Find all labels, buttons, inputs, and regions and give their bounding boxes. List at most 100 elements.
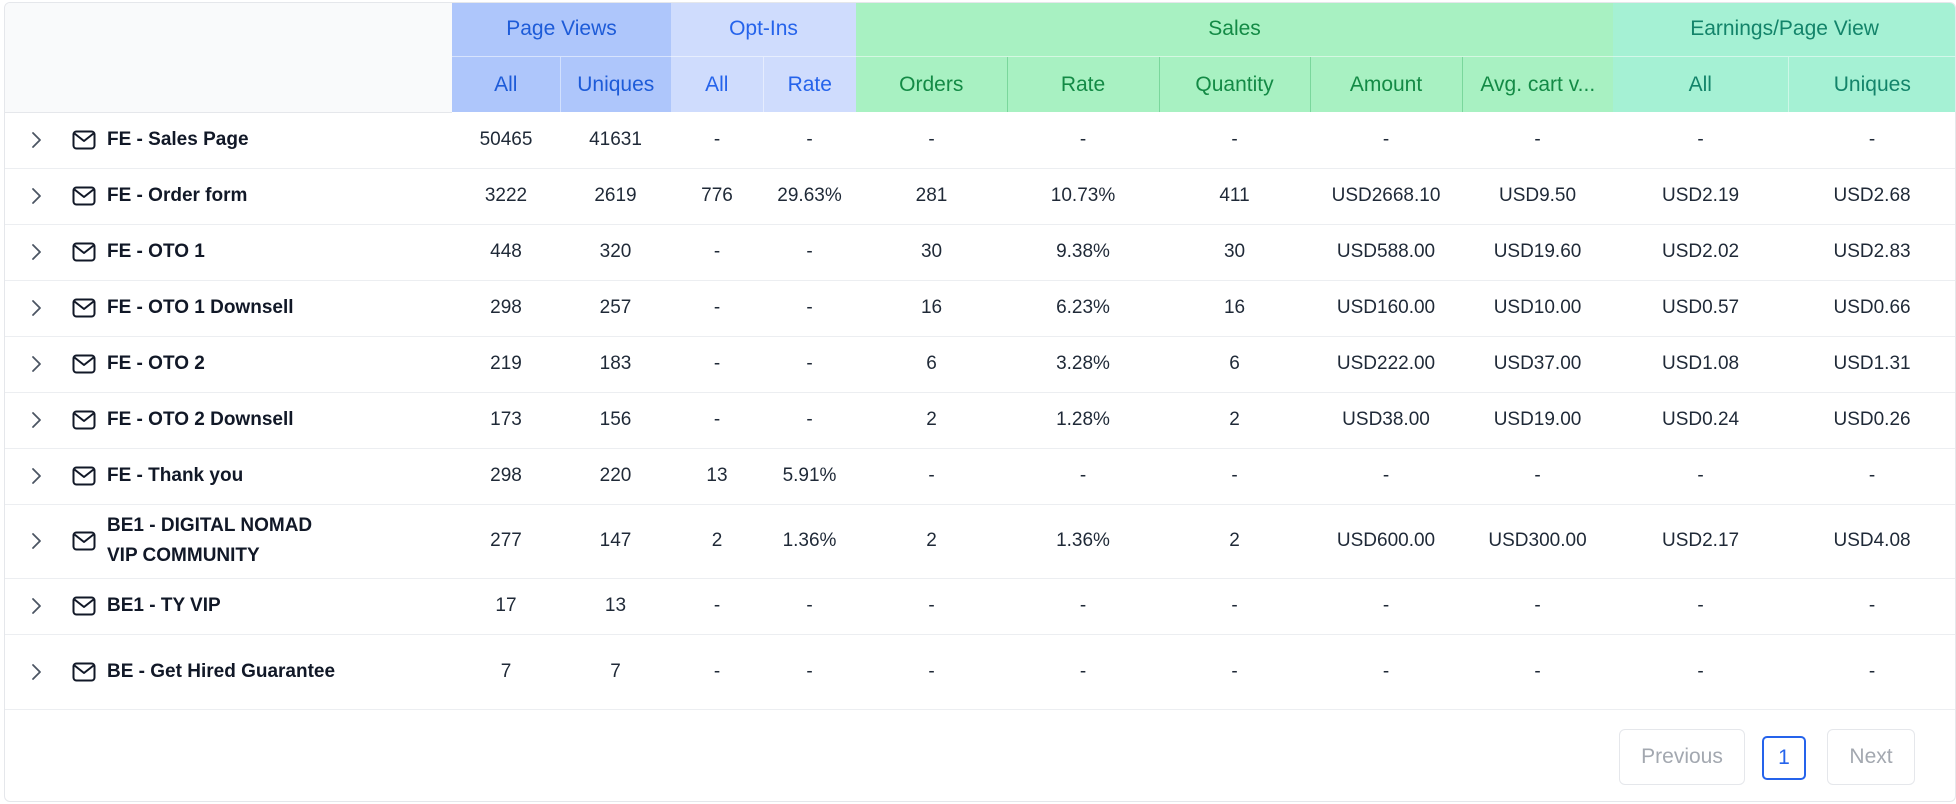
opt-rate-header[interactable]: Rate (762, 56, 857, 112)
sales-amount-header[interactable]: Amount (1309, 56, 1463, 112)
cell-pv-all: 298 (452, 280, 560, 337)
cell-quantity: 411 (1159, 168, 1311, 225)
cell-rate: 3.28% (1007, 336, 1160, 393)
chevron-right-icon[interactable] (28, 299, 46, 317)
cell-pv-uniques: 320 (560, 224, 671, 281)
cell-orders: 2 (856, 504, 1008, 579)
cell-rate: 6.23% (1007, 280, 1160, 337)
cell-orders: - (856, 578, 1008, 635)
cell-pv-all: 7 (452, 634, 560, 710)
epv-all-header[interactable]: All (1613, 56, 1789, 112)
table-row[interactable]: FE - OTO 1 448 320- -30 9.38% 30 USD588.00 USD1… (5, 224, 1955, 281)
cell-opt-all: 13 (671, 448, 763, 505)
cell-quantity: 30 (1159, 224, 1311, 281)
next-button[interactable]: Next (1827, 729, 1915, 785)
cell-amount: USD2668.10 (1310, 168, 1463, 225)
cell-epv-all: USD2.02 (1613, 224, 1789, 281)
cell-opt-all: - (671, 224, 763, 281)
cell-epv-all: USD1.08 (1613, 336, 1789, 393)
funnel-stats-panel: Page Views Opt-Ins Sales Earnings/Page V… (4, 2, 1956, 802)
sales-quantity-header[interactable]: Quantity (1158, 56, 1311, 112)
table-row[interactable]: FE - Thank you 298 220 13 5.91% - - - - - - - (5, 448, 1955, 505)
table-row[interactable]: FE - OTO 2 219 183- -6 3.28% 6 USD222.00 USD37.… (5, 336, 1955, 393)
mail-icon (72, 354, 96, 374)
chevron-right-icon[interactable] (28, 131, 46, 149)
chevron-right-icon[interactable] (28, 411, 46, 429)
cell-pv-all: 50465 (452, 112, 560, 169)
step-name: FE - OTO 2 Downsell (107, 409, 294, 430)
chevron-right-icon[interactable] (28, 243, 46, 261)
table-row[interactable]: BE1 - TY VIP 17 13- - - - - - - - - (5, 578, 1955, 635)
page-number-button[interactable]: 1 (1762, 736, 1806, 780)
table-header: Page Views Opt-Ins Sales Earnings/Page V… (5, 3, 1955, 113)
cell-opt-rate: - (763, 634, 857, 710)
chevron-right-icon[interactable] (28, 597, 46, 615)
cell-epv-all: USD2.17 (1613, 504, 1789, 579)
earnings-group-header: Earnings/Page View (1613, 3, 1955, 57)
table-row[interactable]: FE - Sales Page 50465 41631- - - - - - - - - (5, 112, 1955, 169)
page-views-group-header: Page Views (452, 3, 671, 57)
cell-orders: - (856, 112, 1008, 169)
cell-pv-uniques: 7 (560, 634, 671, 710)
cell-quantity: 2 (1159, 392, 1311, 449)
cell-orders: 2 (856, 392, 1008, 449)
step-name-cell: FE - Thank you (5, 448, 452, 505)
sales-avg-cart-header[interactable]: Avg. cart v... (1461, 56, 1614, 112)
sales-rate-header[interactable]: Rate (1006, 56, 1160, 112)
step-name-cell: FE - Order form (5, 168, 452, 225)
cell-opt-rate: - (763, 280, 857, 337)
cell-opt-rate: - (763, 336, 857, 393)
cell-opt-rate: 5.91% (763, 448, 857, 505)
sales-orders-header[interactable]: Orders (856, 56, 1008, 112)
cell-rate: 1.28% (1007, 392, 1160, 449)
table-row[interactable]: FE - OTO 1 Downsell 298 257- -16 6.23% 16 USD1… (5, 280, 1955, 337)
chevron-right-icon[interactable] (28, 532, 46, 550)
step-name: FE - OTO 1 Downsell (107, 297, 294, 318)
chevron-right-icon[interactable] (28, 467, 46, 485)
table-row[interactable]: FE - Order form 3222 2619 776 29.63% 281 10.73… (5, 168, 1955, 225)
cell-opt-all: - (671, 634, 763, 710)
opt-all-header[interactable]: All (671, 56, 763, 112)
cell-avg-cart: USD10.00 (1462, 280, 1614, 337)
mail-icon (72, 531, 96, 551)
table-row[interactable]: BE1 - DIGITAL NOMAD VIP COMMUNITY 277 147 2… (5, 504, 1955, 579)
cell-rate: 10.73% (1007, 168, 1160, 225)
table-row[interactable]: BE - Get Hired Guarantee 7 7- - - - - - - - - (5, 634, 1955, 710)
mail-icon (72, 662, 96, 682)
previous-button[interactable]: Previous (1619, 729, 1745, 785)
cell-avg-cart: - (1462, 112, 1614, 169)
cell-pv-all: 448 (452, 224, 560, 281)
step-name: FE - OTO 2 (107, 353, 205, 374)
cell-pv-all: 173 (452, 392, 560, 449)
cell-avg-cart: USD37.00 (1462, 336, 1614, 393)
epv-uniques-header[interactable]: Uniques (1787, 56, 1955, 112)
table-row[interactable]: FE - OTO 2 Downsell 173 156- -2 1.28% 2 USD38.… (5, 392, 1955, 449)
cell-opt-rate: 29.63% (763, 168, 857, 225)
cell-amount: - (1310, 634, 1463, 710)
cell-epv-all: - (1613, 578, 1789, 635)
pv-uniques-header[interactable]: Uniques (559, 56, 671, 112)
cell-epv-all: - (1613, 112, 1789, 169)
chevron-right-icon[interactable] (28, 187, 46, 205)
cell-rate: - (1007, 578, 1160, 635)
chevron-right-icon[interactable] (28, 355, 46, 373)
cell-opt-rate: - (763, 112, 857, 169)
cell-avg-cart: - (1462, 448, 1614, 505)
cell-amount: USD588.00 (1310, 224, 1463, 281)
cell-orders: - (856, 634, 1008, 710)
cell-amount: USD160.00 (1310, 280, 1463, 337)
cell-orders: 281 (856, 168, 1008, 225)
cell-pv-uniques: 2619 (560, 168, 671, 225)
mail-icon (72, 130, 96, 150)
cell-pv-all: 17 (452, 578, 560, 635)
cell-pv-uniques: 156 (560, 392, 671, 449)
step-name-cell: BE1 - DIGITAL NOMAD VIP COMMUNITY (5, 504, 452, 579)
pv-all-header[interactable]: All (452, 56, 560, 112)
cell-epv-uniques: USD0.66 (1788, 280, 1955, 337)
cell-epv-uniques: - (1788, 634, 1955, 710)
chevron-right-icon[interactable] (28, 663, 46, 681)
cell-avg-cart: USD9.50 (1462, 168, 1614, 225)
cell-opt-all: - (671, 112, 763, 169)
cell-opt-rate: - (763, 224, 857, 281)
cell-quantity: - (1159, 448, 1311, 505)
